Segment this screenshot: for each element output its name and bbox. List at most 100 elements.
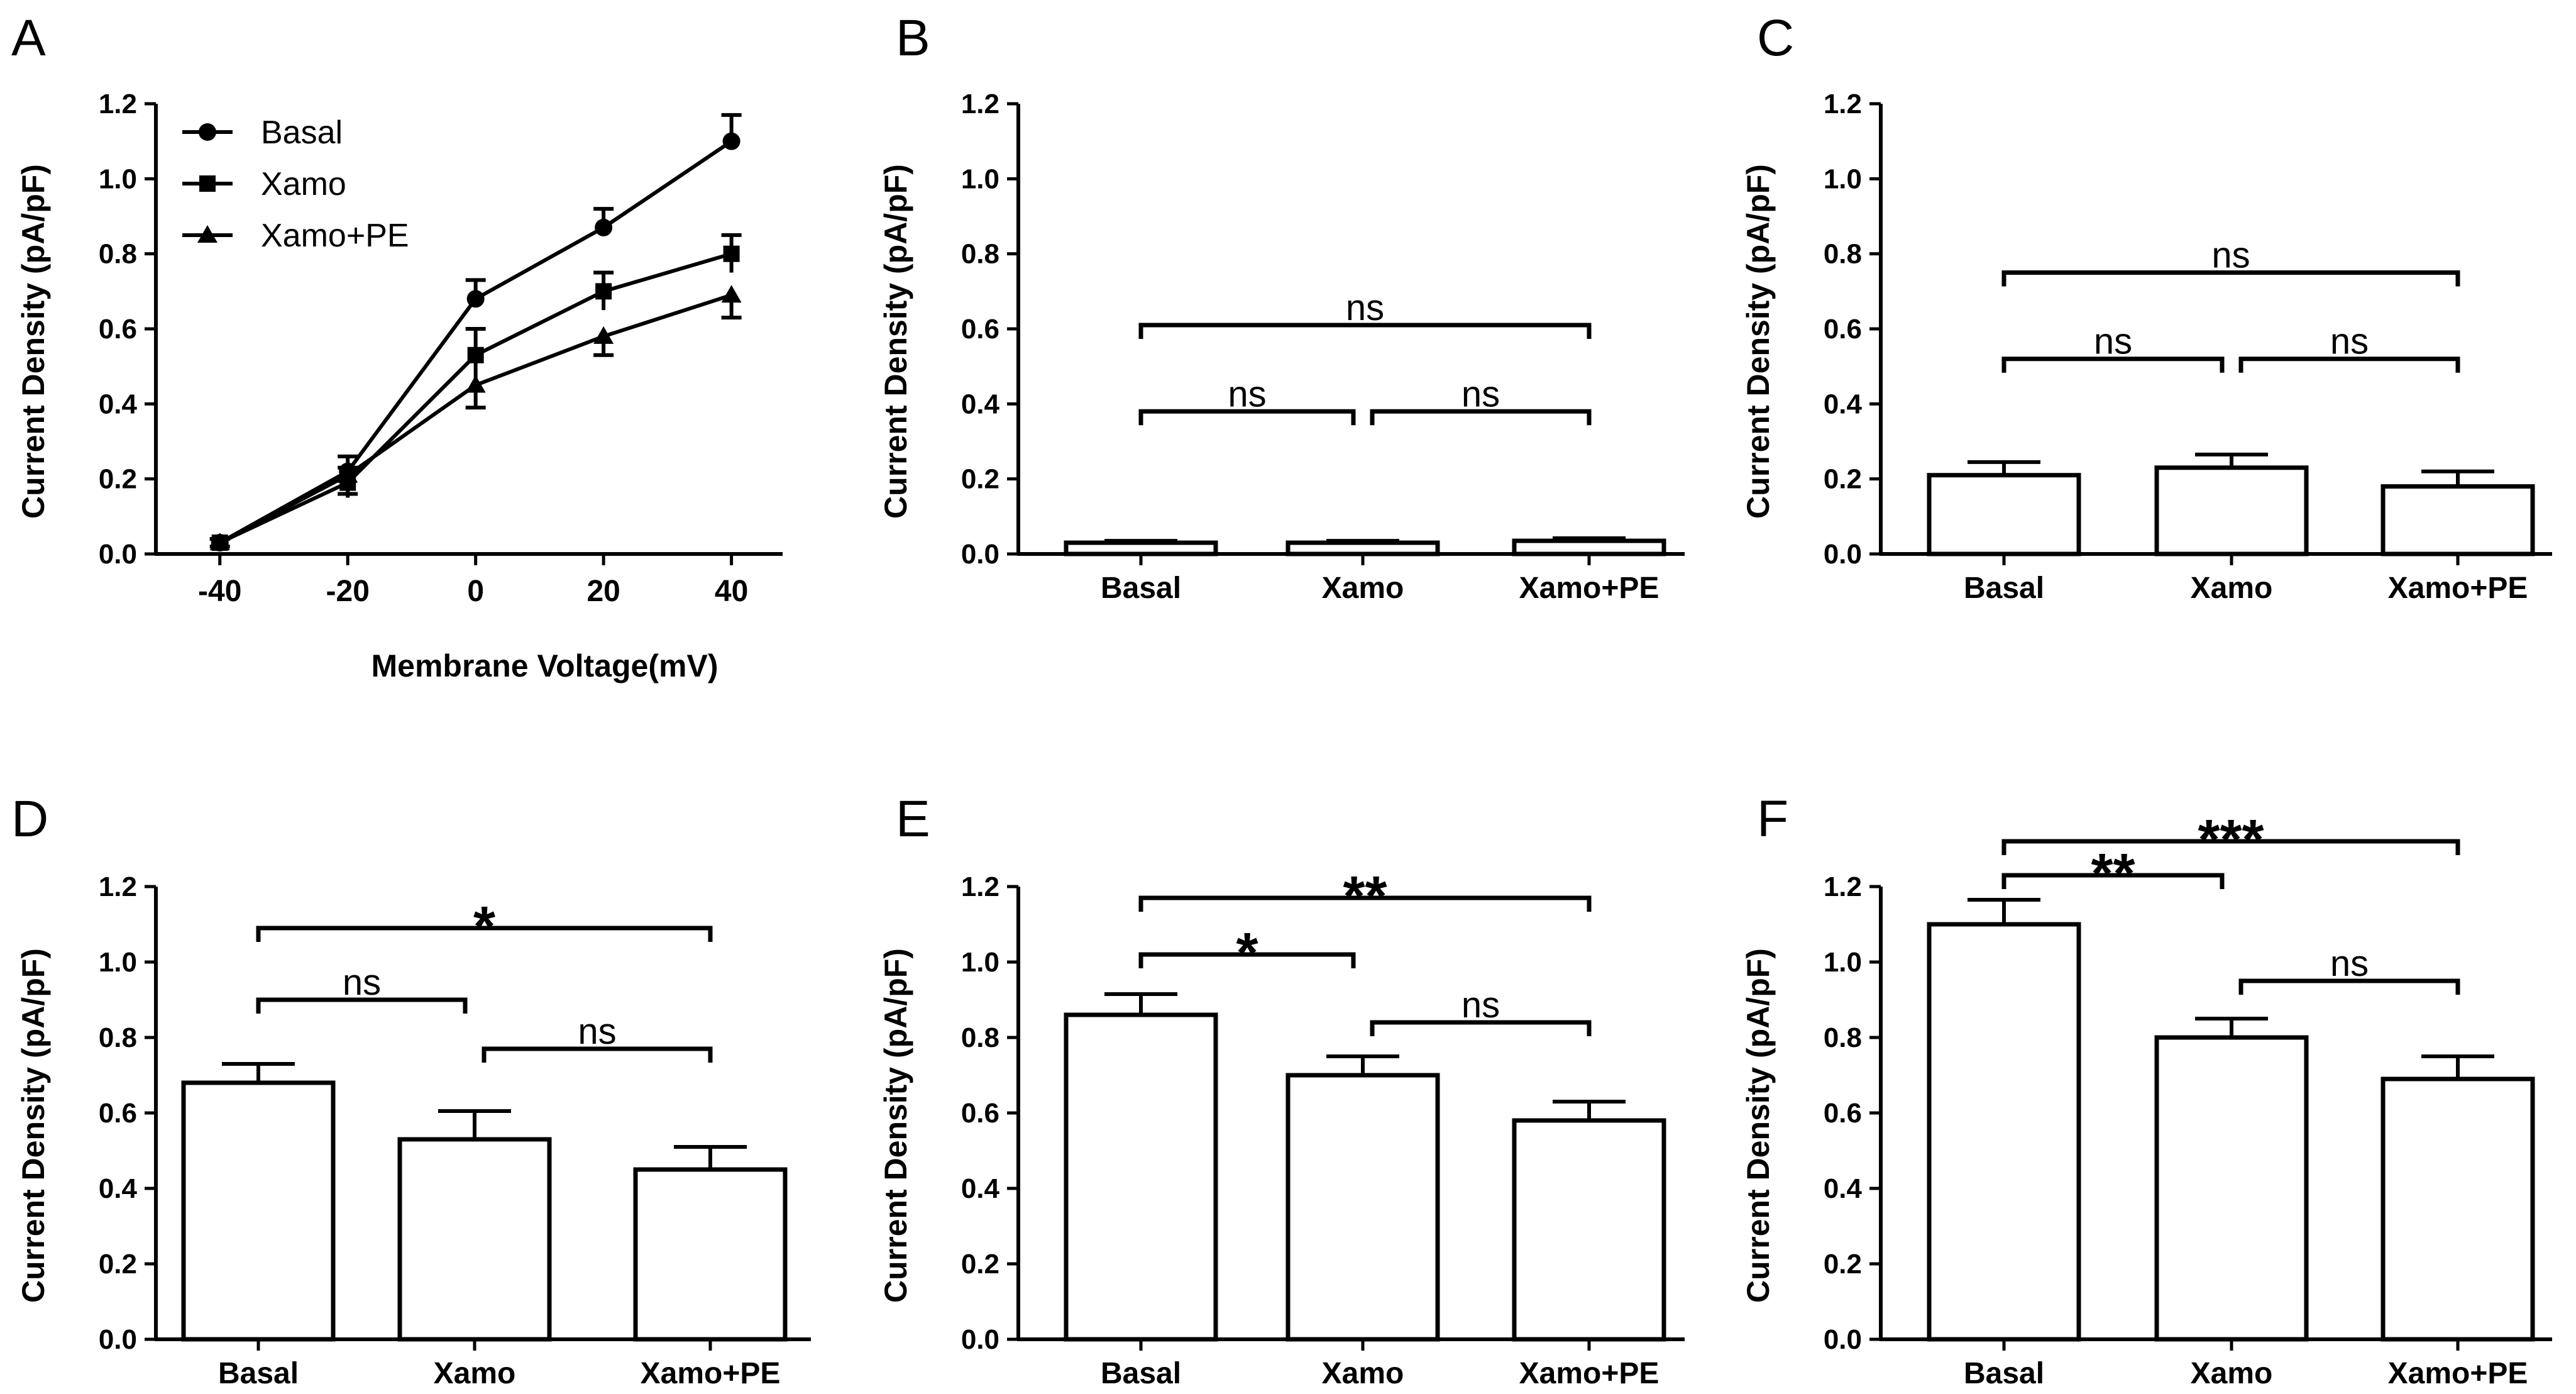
panel-f: F 0.0 0.2 0.4 0.6 0.8 1.0 1.2 Current Density (p…	[1741, 790, 2552, 1390]
bracket-line	[482, 1046, 713, 1063]
x-axis-title: Membrane Voltage(mV)	[372, 648, 718, 683]
bracket-line	[1370, 1020, 1592, 1036]
data-point	[595, 283, 612, 300]
y-axis-title: Current Density (pA/pF)	[1741, 948, 1776, 1303]
data-point	[595, 218, 613, 236]
y-axis-title: Current Density (pA/pF)	[16, 948, 51, 1303]
significance-label: ns	[2094, 321, 2132, 362]
significance-label: ns	[1228, 373, 1266, 414]
y-tick-label: 1.2	[99, 871, 137, 902]
x-tick-label: -20	[326, 575, 370, 608]
series-xamo-pe	[209, 285, 742, 551]
bracket-line	[2001, 839, 2460, 855]
significance-label: ns	[343, 962, 381, 1003]
y-axis-title: Current Density (pA/pF)	[1741, 164, 1776, 519]
bracket-line	[1138, 323, 1592, 340]
significance-label: ns	[1461, 373, 1500, 414]
panel-letter: B	[896, 9, 930, 67]
y-tick-label: 0.2	[99, 1249, 137, 1280]
y-tick-label: 0.2	[99, 464, 137, 495]
bar	[1512, 538, 1666, 556]
y-tick-label: 1.0	[1824, 163, 1862, 194]
data-point	[199, 123, 216, 141]
panel-letter: D	[11, 790, 48, 848]
y-tick-label: 0.6	[1824, 1098, 1862, 1129]
significance-bracket: ns	[1370, 985, 1592, 1036]
panel-letter: E	[896, 790, 930, 848]
bar	[2381, 484, 2535, 556]
x-tick-label: Xamo+PE	[2388, 1357, 2528, 1390]
y-tick-label: 0.4	[1824, 389, 1863, 419]
y-tick-label: 1.0	[1824, 947, 1862, 978]
data-point	[465, 375, 486, 393]
significance-label: ns	[2330, 321, 2369, 362]
bracket-line	[1138, 409, 1356, 426]
bar	[2154, 465, 2309, 556]
x-tick-label: Xamo	[2191, 1357, 2273, 1390]
legend-item: Xamo+PE	[182, 218, 409, 254]
bar	[1927, 922, 2081, 1342]
y-tick-label: 0.2	[961, 464, 999, 495]
significance-label: ***	[2198, 809, 2264, 871]
significance-label: ns	[2330, 943, 2369, 984]
bracket-line	[2001, 357, 2225, 373]
significance-bracket: **	[1138, 865, 1592, 928]
bar	[633, 1167, 788, 1342]
legend-label: Basal	[261, 114, 343, 151]
y-tick-label: 1.0	[961, 947, 999, 978]
y-tick-label: 0.6	[99, 314, 137, 345]
y-tick-label: 0.8	[99, 239, 137, 270]
y-tick-label: 0.6	[99, 1098, 137, 1129]
bar	[2381, 1076, 2535, 1342]
bracket-line	[1370, 409, 1592, 426]
y-axis-title: Current Density (pA/pF)	[878, 164, 913, 519]
legend-item: Xamo	[182, 166, 346, 202]
legend-label: Xamo	[261, 166, 346, 202]
x-tick-label: -40	[198, 575, 241, 608]
y-tick-label: 0.4	[99, 389, 138, 419]
bracket-line	[2001, 873, 2225, 889]
significance-label: **	[1343, 865, 1387, 928]
y-tick-label: 1.0	[961, 163, 999, 194]
bar	[1064, 1012, 1218, 1342]
data-point	[466, 290, 485, 308]
legend-item: Basal	[182, 114, 343, 151]
y-tick-label: 0.8	[961, 239, 999, 270]
panel-letter: C	[1757, 9, 1794, 67]
y-tick-label: 0.8	[99, 1022, 137, 1053]
significance-bracket: ns	[256, 962, 468, 1014]
x-tick-label: Basal	[1101, 1357, 1181, 1390]
bar	[1285, 1073, 1440, 1342]
y-tick-label: 0.2	[961, 1249, 999, 1280]
y-tick-label: 0.2	[1824, 464, 1862, 495]
bracket-line	[2238, 357, 2460, 373]
data-point	[593, 326, 614, 344]
legend-label: Xamo+PE	[261, 218, 409, 254]
data-point	[199, 175, 216, 192]
significance-bracket: ***	[2001, 809, 2460, 871]
significance-bracket: *	[256, 895, 713, 958]
bar	[1064, 540, 1218, 556]
y-tick-label: 0.0	[961, 539, 999, 570]
significance-label: *	[473, 895, 495, 958]
x-tick-label: Xamo+PE	[2388, 572, 2528, 605]
y-tick-label: 0.8	[1824, 1022, 1862, 1053]
bar	[1285, 540, 1440, 556]
data-point	[467, 346, 484, 363]
bracket-line	[2001, 270, 2460, 287]
y-axis-title: Current Density (pA/pF)	[878, 948, 913, 1303]
bracket-line	[2238, 978, 2460, 995]
y-tick-label: 1.0	[99, 947, 137, 978]
y-tick-label: 1.2	[99, 89, 137, 119]
panel-a: A 0.0 0.2 0.4 0.6 0.8 1.0 1.2 Current Density (p…	[11, 9, 783, 683]
y-tick-label: 0.0	[1824, 1324, 1862, 1355]
y-tick-label: 0.8	[961, 1022, 999, 1053]
significance-label: **	[2091, 843, 2135, 905]
y-tick-label: 1.0	[99, 163, 137, 194]
x-tick-label: 40	[715, 575, 748, 608]
x-tick-label: Basal	[1964, 1357, 2044, 1390]
y-tick-label: 0.0	[99, 1324, 137, 1355]
y-tick-label: 0.6	[961, 1098, 999, 1129]
x-tick-label: Xamo	[1322, 572, 1404, 605]
